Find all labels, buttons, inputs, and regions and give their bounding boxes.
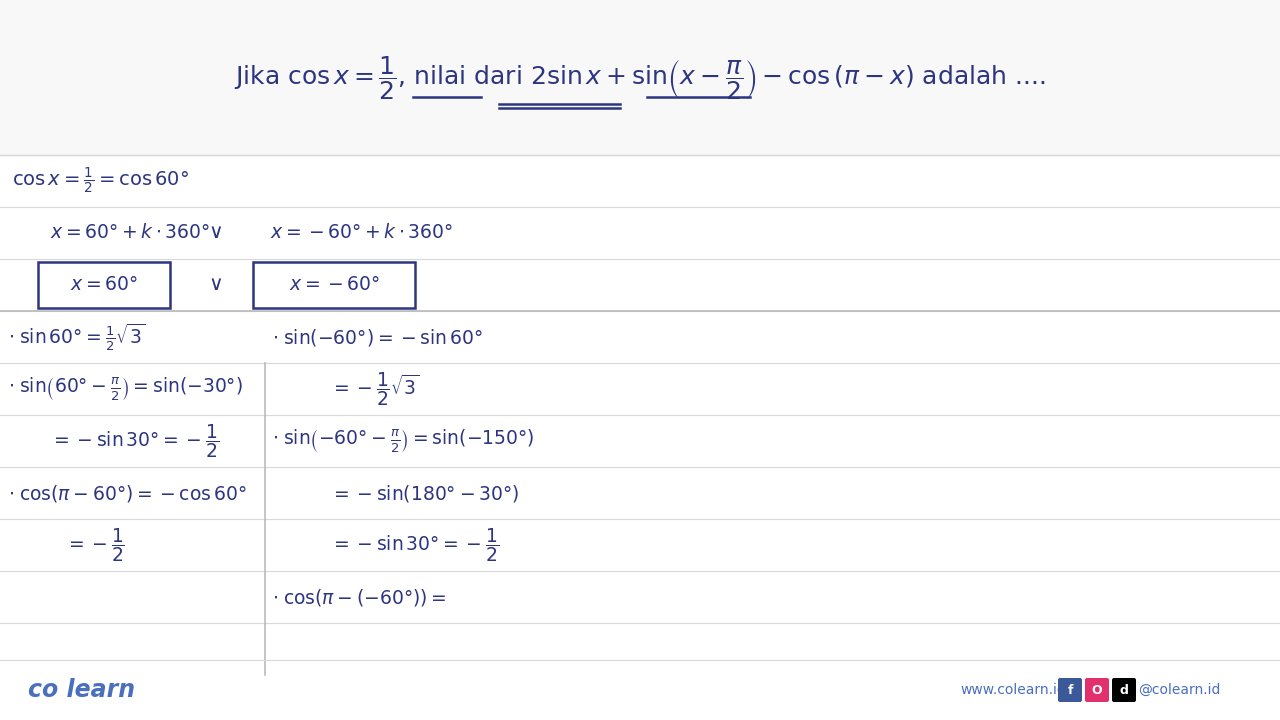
- Text: $x = -60°$: $x = -60°$: [288, 276, 379, 294]
- Text: d: d: [1120, 683, 1129, 696]
- Text: f: f: [1068, 683, 1073, 696]
- Text: $\vee$: $\vee$: [207, 223, 221, 243]
- Text: $\cdot\;\sin\!\left(60° - \frac{\pi}{2}\right) = \sin(-30°)$: $\cdot\;\sin\!\left(60° - \frac{\pi}{2}\…: [8, 375, 243, 402]
- Text: $= -\sin(180° - 30°)$: $= -\sin(180° - 30°)$: [330, 482, 520, 503]
- Text: $\cdot\;\sin 60° = \frac{1}{2}\sqrt{3}$: $\cdot\;\sin 60° = \frac{1}{2}\sqrt{3}$: [8, 321, 146, 353]
- Text: $x = -60° + k \cdot 360°$: $x = -60° + k \cdot 360°$: [270, 223, 453, 243]
- FancyBboxPatch shape: [1085, 678, 1108, 702]
- Bar: [0, 660, 1280, 720]
- Text: $= -\sin 30° = -\dfrac{1}{2}$: $= -\sin 30° = -\dfrac{1}{2}$: [50, 422, 219, 460]
- Text: $x = 60°$: $x = 60°$: [70, 276, 138, 294]
- Text: $\cdot\;\sin\!\left(-60° - \frac{\pi}{2}\right) = \sin(-150°)$: $\cdot\;\sin\!\left(-60° - \frac{\pi}{2}…: [273, 428, 535, 454]
- Text: $= -\dfrac{1}{2}$: $= -\dfrac{1}{2}$: [65, 526, 125, 564]
- Text: www.colearn.id: www.colearn.id: [960, 683, 1066, 697]
- Text: $x = 60° + k \cdot 360°$: $x = 60° + k \cdot 360°$: [50, 223, 210, 243]
- Text: $\cdot\;\cos(\pi - 60°) = -\cos 60°$: $\cdot\;\cos(\pi - 60°) = -\cos 60°$: [8, 482, 247, 503]
- Text: $\cdot\;\sin(-60°) = -\sin 60°$: $\cdot\;\sin(-60°) = -\sin 60°$: [273, 326, 483, 348]
- FancyBboxPatch shape: [38, 262, 170, 308]
- Text: Jika $\cos x = \dfrac{1}{2}$, nilai dari $2\sin x + \sin\!\left(x - \dfrac{\pi}{: Jika $\cos x = \dfrac{1}{2}$, nilai dari…: [234, 54, 1046, 102]
- FancyBboxPatch shape: [1059, 678, 1082, 702]
- FancyBboxPatch shape: [253, 262, 415, 308]
- Text: co learn: co learn: [28, 678, 136, 702]
- Text: $\cos x = \frac{1}{2} = \cos 60°$: $\cos x = \frac{1}{2} = \cos 60°$: [12, 166, 189, 196]
- Text: $\cdot\;\cos(\pi - (-60°)) =$: $\cdot\;\cos(\pi - (-60°)) =$: [273, 587, 447, 608]
- Text: $\vee$: $\vee$: [207, 276, 221, 294]
- Text: $= -\sin 30° = -\dfrac{1}{2}$: $= -\sin 30° = -\dfrac{1}{2}$: [330, 526, 499, 564]
- Text: @colearn.id: @colearn.id: [1138, 683, 1220, 697]
- Bar: [0, 0, 1280, 155]
- Text: O: O: [1092, 683, 1102, 696]
- Text: $= -\dfrac{1}{2}\sqrt{3}$: $= -\dfrac{1}{2}\sqrt{3}$: [330, 370, 420, 408]
- FancyBboxPatch shape: [1112, 678, 1137, 702]
